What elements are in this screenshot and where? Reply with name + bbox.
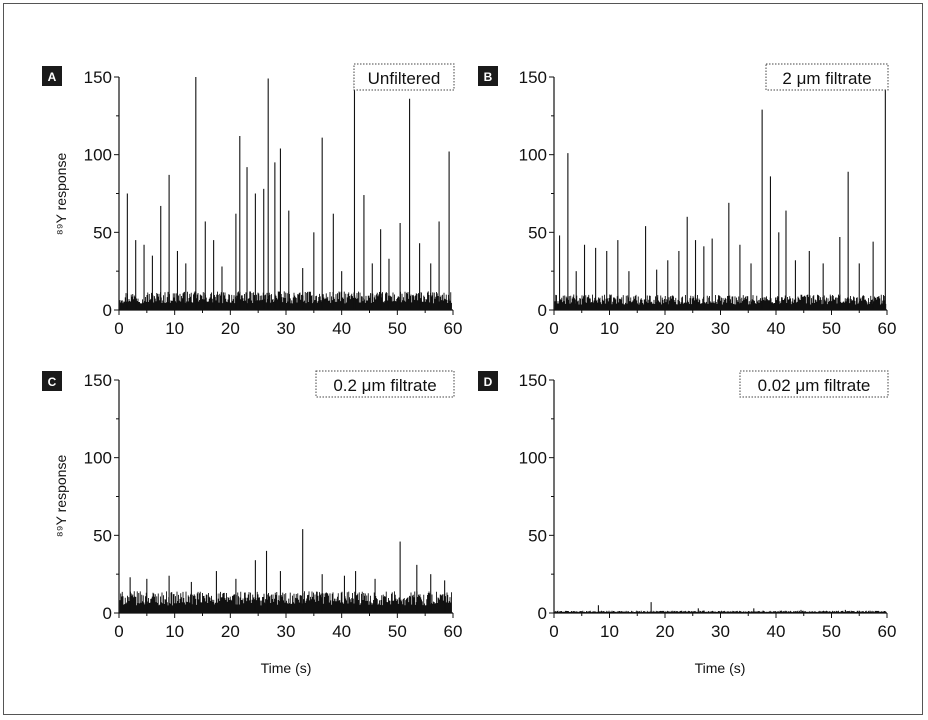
panel-a-legend: Unfiltered — [368, 69, 441, 88]
panel-c-x-tick-label: 20 — [221, 622, 240, 641]
panel-c-x-tick-label: 30 — [277, 622, 296, 641]
panel-a-x-tick-label: 50 — [388, 319, 407, 338]
panel-a-x-tick-label: 30 — [277, 319, 296, 338]
panel-b-letter-box — [478, 66, 498, 86]
panel-c: C ⁸⁹Y response 0 50 100 150 0 10 20 30 40 50 60 0.… — [42, 370, 463, 676]
panel-d-x-tick-label: 40 — [767, 622, 786, 641]
panel-a-x-tick-label: 40 — [332, 319, 351, 338]
panel-d-x-tick-label: 60 — [878, 622, 897, 641]
panel-b: B 0 50 100 150 0 10 20 30 40 50 60 2 μm filtrate — [478, 63, 897, 338]
panel-d-y-tick-label: 0 — [538, 604, 547, 623]
panel-d-legend: 0.02 μm filtrate — [758, 376, 871, 395]
panel-b-x-tick-label: 50 — [822, 319, 841, 338]
panel-a-y-tick-label: 0 — [103, 301, 112, 320]
panel-d-x-tick-label: 30 — [711, 622, 730, 641]
panel-d-x-tick-label: 0 — [549, 622, 558, 641]
panel-d-plot: 0 50 100 150 0 10 20 30 40 50 60 — [519, 371, 897, 641]
panel-d-x-tick-label: 10 — [600, 622, 619, 641]
panel-a-x-tick-label: 10 — [165, 319, 184, 338]
panel-c-y-tick-label: 100 — [84, 449, 112, 468]
panel-d-letter-box — [478, 371, 498, 391]
panel-d-y-tick-label: 50 — [528, 526, 547, 545]
panel-c-x-tick-label: 60 — [444, 622, 463, 641]
panel-b-x-tick-label: 20 — [656, 319, 675, 338]
panel-d-x-tick-label: 20 — [656, 622, 675, 641]
panel-a-y-tick-label: 100 — [84, 146, 112, 165]
panel-b-legend-box — [765, 63, 889, 91]
panel-d-y-tick-label: 100 — [519, 449, 547, 468]
panel-c-y-tick-label: 150 — [84, 371, 112, 390]
panel-d-x-tick-label: 50 — [822, 622, 841, 641]
panel-b-x-tick-label: 10 — [600, 319, 619, 338]
panel-c-legend-box — [315, 370, 455, 398]
panel-c-letter-box — [42, 371, 62, 391]
panel-a-letter: A — [48, 70, 57, 84]
panel-c-x-tick-label: 10 — [165, 622, 184, 641]
panel-b-plot: 0 50 100 150 0 10 20 30 40 50 60 — [519, 68, 897, 338]
panel-c-x-tick-label: 50 — [388, 622, 407, 641]
panel-b-x-tick-label: 60 — [878, 319, 897, 338]
panel-c-y-tick-label: 50 — [93, 526, 112, 545]
panel-b-y-tick-label: 50 — [528, 223, 547, 242]
panel-b-y-tick-label: 150 — [519, 68, 547, 87]
panel-b-x-tick-label: 40 — [767, 319, 786, 338]
panel-c-x-axis-title: Time (s) — [261, 660, 312, 676]
panel-c-x-tick-label: 0 — [114, 622, 123, 641]
panel-a-y-tick-label: 50 — [93, 223, 112, 242]
panel-b-baseline-noise — [554, 294, 887, 310]
panel-a-x-tick-label: 0 — [114, 319, 123, 338]
panel-a-letter-box — [42, 66, 62, 86]
panel-b-letter: B — [484, 70, 493, 84]
panel-a-legend-box — [353, 63, 455, 91]
panel-c-y-tick-label: 0 — [103, 604, 112, 623]
panel-a-x-tick-label: 20 — [221, 319, 240, 338]
panel-b-y-tick-label: 0 — [538, 301, 547, 320]
panel-c-x-tick-label: 40 — [332, 622, 351, 641]
panel-c-legend: 0.2 μm filtrate — [333, 376, 436, 395]
panel-c-plot: 0 50 100 150 0 10 20 30 40 50 60 — [84, 371, 463, 641]
panel-b-x-tick-label: 0 — [549, 319, 558, 338]
panel-c-baseline-noise — [119, 591, 452, 613]
panel-d-y-tick-label: 150 — [519, 371, 547, 390]
panel-d-legend-box — [739, 370, 889, 398]
panel-b-y-tick-label: 100 — [519, 146, 547, 165]
panel-b-legend: 2 μm filtrate — [782, 69, 871, 88]
panel-d-letter: D — [484, 375, 493, 389]
panel-d-x-axis-title: Time (s) — [695, 660, 746, 676]
panel-c-letter: C — [48, 375, 57, 389]
panel-a-x-tick-label: 60 — [444, 319, 463, 338]
panel-b-x-tick-label: 30 — [711, 319, 730, 338]
panel-c-y-axis-title: ⁸⁹Y response — [53, 455, 69, 538]
panel-a-baseline-noise — [119, 291, 452, 310]
panel-a: A ⁸⁹Y response 0 50 100 150 0 10 20 30 40 50 60 Un… — [42, 63, 463, 338]
panel-a-y-axis-title: ⁸⁹Y response — [53, 153, 69, 236]
panel-d: D 0 50 100 150 0 10 20 30 40 50 60 0.02 μm filtrat… — [478, 370, 897, 676]
panel-a-plot: 0 50 100 150 0 10 20 30 40 50 60 — [84, 68, 463, 338]
panel-a-y-tick-label: 150 — [84, 68, 112, 87]
figure-frame — [3, 3, 923, 715]
